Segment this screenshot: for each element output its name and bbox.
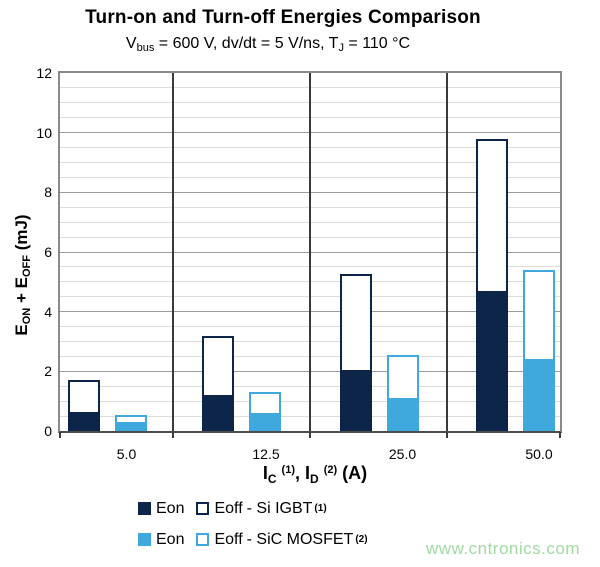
- bar-sic-mosfet-5.0: [115, 415, 147, 431]
- plot-area: [58, 71, 562, 433]
- legend-swatch-eon-icon: [138, 502, 151, 515]
- bar-si-igbt-5.0: [68, 380, 100, 431]
- bar-eon-segment: [478, 291, 506, 429]
- chart-subtitle: Vbus = 600 V, dv/dt = 5 V/ns, TJ = 110 °…: [125, 35, 411, 54]
- y-tick-label: 12: [36, 65, 52, 81]
- bar-si-igbt-12.5: [202, 336, 234, 431]
- x-axis-tick: [446, 432, 448, 438]
- x-tick-label: 25.0: [388, 446, 417, 462]
- legend-series-name: - Si IGBT: [246, 499, 313, 517]
- legend-eon-label: Eon: [156, 499, 185, 517]
- category-separator: [172, 73, 174, 431]
- y-tick-label: 6: [44, 244, 52, 260]
- y-axis-label: EON + EOFF (mJ): [12, 214, 33, 336]
- legend-row-sic-mosfet: Eon Eoff - SiC MOSFET (2): [138, 529, 368, 550]
- bar-eon-segment: [251, 413, 279, 429]
- legend-swatch-eoff-icon: [196, 502, 210, 515]
- bar-sic-mosfet-12.5: [249, 392, 281, 431]
- bar-si-igbt-25.0: [340, 274, 372, 431]
- legend: Eon Eoff - Si IGBT (1) Eon Eoff - SiC MOSFET (2…: [138, 498, 368, 560]
- legend-eoff-label: Eoff: [214, 499, 243, 517]
- legend-series-name: - SiC MOSFET: [246, 530, 354, 548]
- x-tick-label: 50.0: [525, 446, 553, 462]
- bar-sic-mosfet-25.0: [387, 355, 419, 431]
- bar-eon-segment: [204, 395, 232, 429]
- legend-series-footnote: (2): [355, 534, 368, 545]
- bar-eon-segment: [389, 398, 417, 429]
- x-axis-label: IC (1), ID (2) (A): [262, 463, 368, 486]
- bar-eon-segment: [117, 422, 145, 429]
- y-tick-label: 4: [44, 303, 52, 320]
- legend-eoff-label: Eoff: [214, 530, 243, 548]
- legend-swatch-eoff-icon: [196, 533, 210, 546]
- legend-swatch-eon-icon: [138, 533, 151, 546]
- y-tick-label: 10: [36, 124, 52, 141]
- bar-sic-mosfet-50.0: [523, 270, 555, 431]
- bar-si-igbt-50.0: [476, 139, 508, 431]
- x-tick-label: 12.5: [252, 446, 280, 462]
- bar-eon-segment: [342, 370, 370, 429]
- category-separator: [309, 73, 311, 431]
- chart-title: Turn-on and Turn-off Energies Comparison: [85, 7, 481, 28]
- bar-eon-segment: [70, 412, 98, 429]
- category-separator: [446, 73, 448, 431]
- x-axis-tick: [172, 432, 174, 438]
- x-tick-label: 5.0: [116, 446, 137, 462]
- y-tick-label: 2: [44, 363, 52, 380]
- x-axis-tick: [559, 432, 561, 438]
- x-axis-tick: [59, 432, 61, 438]
- y-tick-label: 0: [44, 423, 52, 439]
- y-tick-label: 8: [44, 184, 52, 201]
- legend-eon-label: Eon: [156, 530, 185, 548]
- legend-series-footnote: (1): [314, 503, 327, 514]
- watermark: www.cntronics.com: [426, 539, 580, 558]
- bar-eon-segment: [525, 359, 553, 429]
- legend-row-si-igbt: Eon Eoff - Si IGBT (1): [138, 498, 368, 519]
- x-axis-tick: [309, 432, 311, 438]
